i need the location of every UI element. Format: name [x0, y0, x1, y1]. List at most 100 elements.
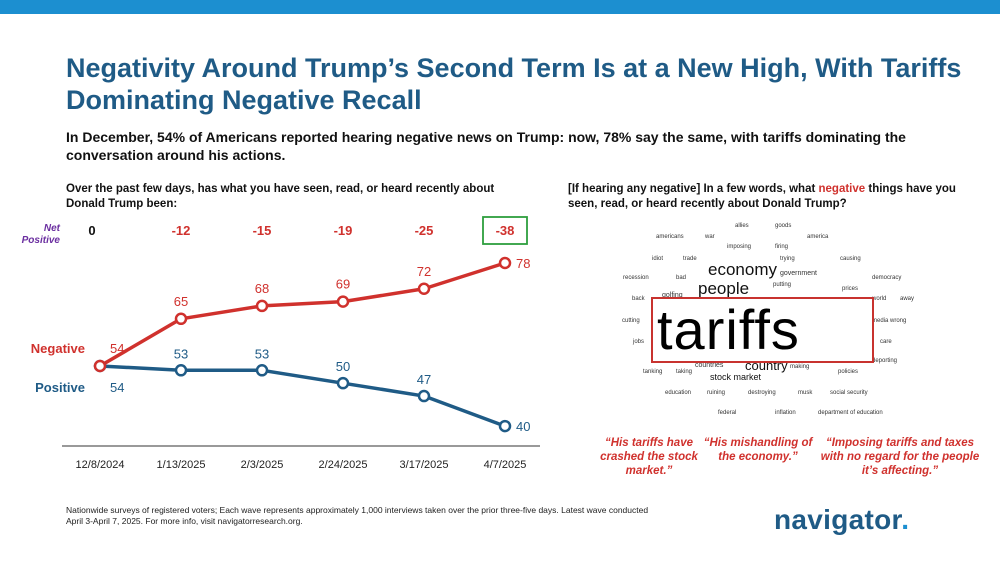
cloud-word: economy	[708, 260, 777, 279]
data-label-positive-0: 54	[110, 380, 124, 395]
cloud-word: imposing	[727, 244, 752, 250]
x-tick-label-4: 3/17/2025	[400, 459, 449, 471]
cloud-word: policies	[838, 369, 859, 375]
series-line-positive	[99, 364, 506, 428]
point-negative-0	[93, 359, 107, 373]
x-tick-label-2: 2/3/2025	[241, 459, 284, 471]
right-question-post: things have you seen, read, or heard rec…	[568, 183, 956, 210]
right-question-highlight: negative	[818, 183, 866, 195]
footnote: Nationwide surveys of registered voters;…	[66, 505, 649, 526]
cloud-word: world	[872, 296, 887, 302]
cloud-word: prices	[842, 286, 859, 292]
cloud-word: golfing	[662, 292, 683, 299]
x-tick-label-1: 1/13/2025	[157, 459, 206, 471]
right-question: [If hearing any negative] In a few words…	[568, 182, 978, 212]
quote-3: “Imposing tariffs and taxes with no rega…	[820, 437, 980, 477]
data-label-negative-1: 65	[174, 294, 188, 309]
cloud-word: america	[807, 234, 829, 240]
top-accent-bar	[0, 0, 1000, 14]
tariffs-highlight-box	[651, 297, 874, 363]
right-question-pre: [If hearing any negative] In a few words…	[568, 183, 819, 195]
logo-text: navigator	[774, 504, 902, 535]
net-positive-highlight-box	[482, 216, 528, 245]
net-positive-value-5: -38	[496, 223, 515, 238]
series-label-negative: Negative	[31, 341, 85, 356]
data-label-positive-1: 53	[174, 346, 188, 361]
cloud-word: idiot	[652, 256, 664, 262]
cloud-word: recession	[623, 275, 649, 281]
point-negative-3	[336, 295, 350, 308]
point-positive-4	[417, 389, 431, 403]
logo-dot: .	[901, 504, 910, 535]
navigator-logo: navigator.	[774, 504, 909, 536]
net-positive-value-1: -12	[172, 223, 191, 238]
cloud-word: war	[705, 234, 715, 240]
data-label-negative-4: 72	[417, 264, 431, 279]
cloud-word: department of education	[818, 410, 883, 416]
cloud-word: trade	[683, 256, 697, 262]
point-positive-5	[498, 419, 512, 433]
point-positive-3	[336, 376, 350, 390]
cloud-word: goods	[775, 223, 792, 229]
net-positive-value-4: -25	[415, 223, 434, 238]
x-tick-label-0: 12/8/2024	[76, 459, 125, 471]
left-question: Over the past few days, has what you hav…	[66, 183, 495, 210]
series-label-positive: Positive	[35, 380, 85, 395]
cloud-word: democracy	[872, 275, 902, 281]
cloud-word: away	[900, 296, 915, 302]
cloud-word: causing	[840, 256, 861, 262]
cloud-word: taking	[676, 369, 693, 375]
cloud-word: musk	[798, 390, 813, 396]
cloud-word: destroying	[748, 390, 776, 396]
cloud-word: cutting	[622, 318, 640, 324]
data-label-positive-2: 53	[255, 346, 269, 361]
cloud-word: inflation	[775, 410, 796, 416]
net-positive-label-line1: Net	[44, 223, 61, 234]
slide-subtitle: In December, 54% of Americans reported h…	[66, 129, 906, 163]
point-negative-4	[417, 282, 431, 295]
data-label-negative-5: 78	[516, 256, 530, 271]
cloud-word: social security	[830, 390, 868, 396]
slide-title: Negativity Around Trump’s Second Term Is…	[66, 53, 962, 115]
cloud-word: trying	[780, 256, 795, 262]
cloud-word: people	[698, 279, 750, 298]
cloud-word: deporting	[872, 358, 898, 364]
data-label-positive-4: 47	[417, 372, 431, 387]
cloud-word: federal	[718, 410, 737, 416]
quote-2: “His mishandling of the economy.”	[703, 437, 813, 463]
cloud-word: education	[665, 390, 692, 396]
net-positive-value-0: 0	[88, 223, 95, 238]
cloud-word: bad	[676, 275, 687, 281]
cloud-word: media wrong	[872, 318, 907, 324]
point-negative-1	[174, 312, 188, 326]
point-negative-2	[255, 299, 269, 313]
cloud-word: putting	[773, 282, 792, 288]
cloud-word: care	[880, 339, 892, 345]
point-positive-1	[174, 364, 188, 377]
cloud-word: jobs	[633, 339, 645, 345]
cloud-word: firing	[775, 244, 789, 250]
quote-1: “His tariffs have crashed the stock mark…	[600, 437, 698, 477]
net-positive-value-3: -19	[334, 223, 353, 238]
cloud-word: allies	[735, 223, 749, 229]
data-label-positive-5: 40	[516, 419, 530, 434]
net-positive-value-2: -15	[253, 223, 272, 238]
data-label-negative-3: 69	[336, 277, 350, 292]
cloud-word: back	[632, 296, 645, 302]
cloud-word: countries	[695, 362, 724, 369]
net-positive-label-line2: Positive	[22, 235, 61, 246]
cloud-word: tanking	[643, 369, 663, 375]
point-positive-2	[255, 364, 269, 377]
trend-line-chart: Net Positive 54 65 68 69 72 78 54 53 53 50 47 40 Neg…	[22, 216, 540, 471]
cloud-word: americans	[656, 234, 684, 240]
cloud-word: government	[780, 270, 817, 277]
cloud-word: ruining	[707, 390, 726, 396]
point-negative-5	[498, 256, 512, 270]
data-label-negative-0: 54	[110, 341, 124, 356]
x-tick-label-5: 4/7/2025	[484, 459, 527, 471]
cloud-word: making	[790, 364, 810, 370]
data-label-positive-3: 50	[336, 359, 350, 374]
cloud-word: stock market	[710, 372, 762, 382]
data-label-negative-2: 68	[255, 281, 269, 296]
cloud-word: tariffs	[657, 298, 800, 361]
